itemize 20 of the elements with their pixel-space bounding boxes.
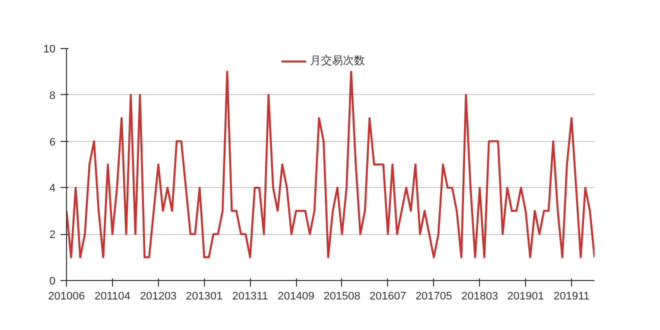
x-tick-label: 201409 <box>278 290 314 302</box>
x-tick-label: 201006 <box>48 290 85 302</box>
x-tick-label: 201901 <box>507 290 544 302</box>
x-tick-label: 201911 <box>554 290 590 302</box>
y-tick-label: 0 <box>49 276 56 288</box>
x-tick-label: 201607 <box>370 290 406 302</box>
x-tick-label: 201301 <box>186 290 223 302</box>
y-tick-label: 2 <box>49 229 56 242</box>
x-tick-label: 201508 <box>324 290 360 302</box>
x-tick-label: 201311 <box>232 290 268 302</box>
y-tick-label: 6 <box>49 136 56 148</box>
legend-label: 月交易次数 <box>310 53 365 68</box>
line-series <box>66 70 594 258</box>
x-tick-label: 201803 <box>461 290 498 302</box>
y-tick-label: 4 <box>49 182 56 195</box>
x-tick-label: 201705 <box>415 290 452 302</box>
x-tick-label: 201203 <box>140 290 177 302</box>
y-tick-label: 8 <box>49 90 56 102</box>
x-tick-label: 201104 <box>94 290 130 302</box>
y-tick-label: 10 <box>43 44 56 56</box>
